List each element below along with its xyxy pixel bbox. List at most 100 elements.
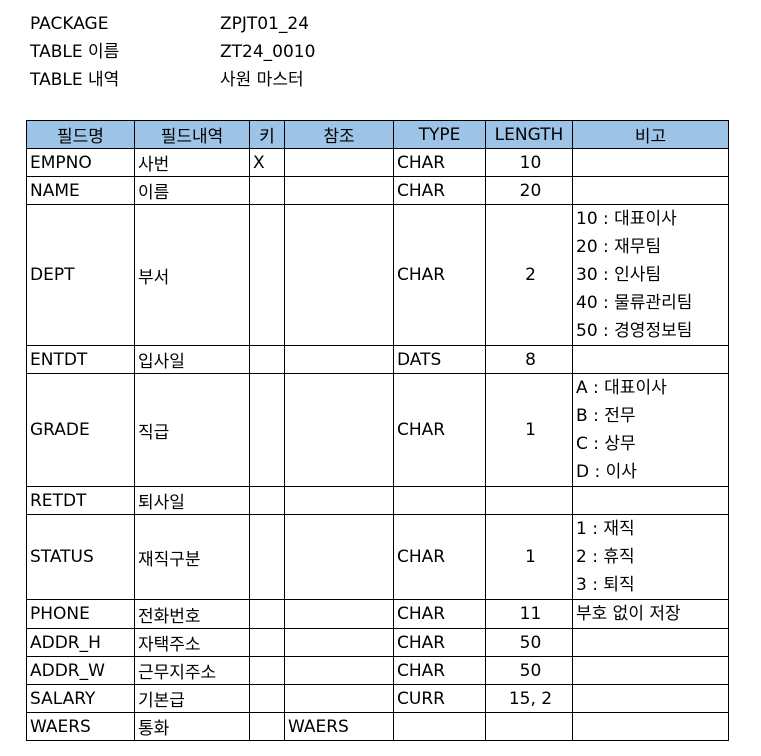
ref-cell (284, 486, 394, 515)
note-line: 부호 없이 저장 (576, 604, 681, 624)
type-cell (393, 712, 486, 741)
ref-cell (284, 628, 394, 657)
notes-cell: A : 대표이사 B : 전무 C : 상무 D : 이사 (572, 373, 729, 487)
note-line: A : 대표이사 (576, 378, 667, 398)
ref-cell: WAERS (284, 712, 394, 741)
field-name-cell: WAERS (26, 712, 135, 741)
table-body: EMPNO 사번 X CHAR 10 NAME 이름 CHAR 20 DEPT 부서 CHAR 2 10 … (26, 148, 729, 741)
length-cell: 15, 2 (485, 684, 573, 713)
notes-cell (572, 656, 729, 685)
notes-cell: 부호 없이 저장 (572, 599, 729, 629)
field-name-cell: PHONE (26, 599, 135, 629)
note-line: 3 : 퇴직 (576, 575, 635, 595)
key-cell (249, 345, 285, 374)
key-cell (249, 176, 285, 205)
field-desc-cell: 재직구분 (134, 514, 250, 600)
length-cell (485, 486, 573, 515)
note-line: C : 상무 (576, 434, 636, 454)
type-cell: CHAR (393, 599, 486, 629)
table-desc-value: 사원 마스터 (220, 70, 304, 90)
ref-cell (284, 684, 394, 713)
table-header-row: 필드명 필드내역 키 참조 TYPE LENGTH 비고 (26, 120, 729, 149)
table-name-label: TABLE 이름 (30, 42, 120, 62)
field-desc-cell: 통화 (134, 712, 250, 741)
column-header-field: 필드명 (26, 120, 135, 149)
field-spec-table: 필드명 필드내역 키 참조 TYPE LENGTH 비고 EMPNO 사번 X CHA… (26, 120, 729, 741)
field-desc-cell: 퇴사일 (134, 486, 250, 515)
note-line: 30 : 인사팀 (576, 265, 662, 285)
type-cell: CURR (393, 684, 486, 713)
length-cell: 2 (485, 204, 573, 346)
length-cell: 11 (485, 599, 573, 629)
ref-cell (284, 599, 394, 629)
ref-cell (284, 148, 394, 177)
field-name-cell: SALARY (26, 684, 135, 713)
table-row: STATUS 재직구분 CHAR 1 1 : 재직 2 : 휴직 3 : 퇴직 (26, 514, 729, 600)
table-name-row: TABLE 이름 ZT24_0010 (30, 38, 315, 66)
ref-cell (284, 656, 394, 685)
column-header-desc: 필드내역 (134, 120, 250, 149)
length-cell: 20 (485, 176, 573, 205)
table-metadata: PACKAGE ZPJT01_24 TABLE 이름 ZT24_0010 TAB… (30, 10, 315, 94)
ref-cell (284, 373, 394, 487)
table-row: ADDR_H 자택주소 CHAR 50 (26, 628, 729, 657)
type-cell: CHAR (393, 176, 486, 205)
note-line: B : 전무 (576, 406, 636, 426)
type-cell: CHAR (393, 656, 486, 685)
key-cell (249, 514, 285, 600)
table-row: DEPT 부서 CHAR 2 10 : 대표이사 20 : 재무팀 30 : 인사팀 40 :… (26, 204, 729, 346)
column-header-notes: 비고 (572, 120, 729, 149)
notes-cell (572, 345, 729, 374)
type-cell: CHAR (393, 148, 486, 177)
type-cell: CHAR (393, 514, 486, 600)
field-desc-cell: 이름 (134, 176, 250, 205)
field-desc-cell: 근무지주소 (134, 656, 250, 685)
field-desc-cell: 사번 (134, 148, 250, 177)
notes-cell (572, 176, 729, 205)
table-desc-row: TABLE 내역 사원 마스터 (30, 66, 315, 94)
length-cell: 50 (485, 628, 573, 657)
table-row: ENTDT 입사일 DATS 8 (26, 345, 729, 374)
field-desc-cell: 직급 (134, 373, 250, 487)
notes-cell (572, 712, 729, 741)
key-cell (249, 656, 285, 685)
column-header-key: 키 (249, 120, 285, 149)
field-name-cell: GRADE (26, 373, 135, 487)
field-desc-cell: 부서 (134, 204, 250, 346)
column-header-type: TYPE (393, 120, 486, 149)
ref-cell (284, 204, 394, 346)
notes-cell (572, 148, 729, 177)
table-row: ADDR_W 근무지주소 CHAR 50 (26, 656, 729, 685)
table-row: EMPNO 사번 X CHAR 10 (26, 148, 729, 177)
type-cell: CHAR (393, 373, 486, 487)
table-row: GRADE 직급 CHAR 1 A : 대표이사 B : 전무 C : 상무 D : 이사 (26, 373, 729, 487)
length-cell: 50 (485, 656, 573, 685)
length-cell (485, 712, 573, 741)
table-desc-label: TABLE 내역 (30, 70, 120, 90)
package-value: ZPJT01_24 (220, 14, 310, 34)
field-name-cell: STATUS (26, 514, 135, 600)
field-name-cell: ADDR_W (26, 656, 135, 685)
field-name-cell: ADDR_H (26, 628, 135, 657)
package-label: PACKAGE (30, 14, 109, 34)
ref-cell (284, 345, 394, 374)
note-line: D : 이사 (576, 462, 637, 482)
field-desc-cell: 기본급 (134, 684, 250, 713)
key-cell (249, 628, 285, 657)
note-line: 50 : 경영정보팀 (576, 321, 693, 341)
note-line: 1 : 재직 (576, 519, 635, 539)
field-desc-cell: 입사일 (134, 345, 250, 374)
ref-cell (284, 514, 394, 600)
notes-cell (572, 684, 729, 713)
key-cell: X (249, 148, 285, 177)
type-cell: CHAR (393, 204, 486, 346)
table-row: NAME 이름 CHAR 20 (26, 176, 729, 205)
key-cell (249, 599, 285, 629)
notes-cell: 1 : 재직 2 : 휴직 3 : 퇴직 (572, 514, 729, 600)
table-name-value: ZT24_0010 (220, 42, 316, 62)
length-cell: 1 (485, 514, 573, 600)
table-row: RETDT 퇴사일 (26, 486, 729, 515)
table-row: PHONE 전화번호 CHAR 11 부호 없이 저장 (26, 599, 729, 629)
table-row: WAERS 통화 WAERS (26, 712, 729, 741)
note-line: 10 : 대표이사 (576, 209, 677, 229)
